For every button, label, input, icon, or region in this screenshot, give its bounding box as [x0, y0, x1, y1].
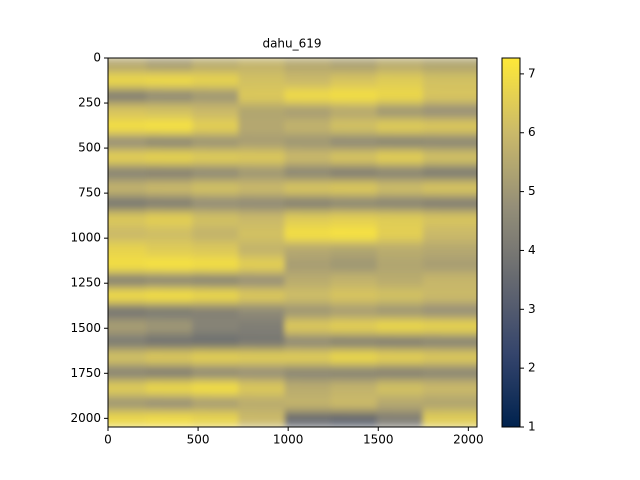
heatmap-cell	[422, 103, 477, 120]
heatmap-cell	[422, 119, 477, 136]
y-tick-label: 250	[78, 96, 101, 110]
heatmap-cell	[422, 226, 477, 243]
heatmap-cell	[422, 134, 477, 151]
colorbar	[501, 57, 521, 428]
heatmap-cell	[422, 257, 477, 274]
x-tick-label: 0	[104, 433, 112, 447]
heatmap-cell	[422, 272, 477, 290]
colorbar-tick-label: 5	[528, 184, 536, 198]
heatmap-cell	[422, 288, 477, 305]
y-tick-label: 1000	[70, 231, 101, 245]
heatmap-cell	[422, 88, 477, 105]
heatmap-cell	[422, 395, 477, 413]
y-tick-label: 500	[78, 141, 101, 155]
x-tick-label: 500	[187, 433, 210, 447]
colorbar-tick-label: 4	[528, 243, 536, 257]
colorbar-tick-label: 7	[528, 66, 536, 80]
heatmap-cell	[422, 303, 477, 320]
x-tick-label: 1000	[273, 433, 304, 447]
x-tick-label: 1500	[363, 433, 394, 447]
heatmap-cell	[422, 180, 477, 197]
heatmap-cells	[108, 58, 477, 427]
x-tick-label: 2000	[453, 433, 484, 447]
heatmap-cell	[422, 411, 477, 427]
y-tick-label: 2000	[70, 411, 101, 425]
y-tick-label: 750	[78, 186, 101, 200]
heatmap-cell	[422, 380, 477, 397]
y-tick-label: 0	[93, 51, 101, 65]
colorbar-tick-label: 1	[528, 420, 536, 434]
heatmap-cell	[422, 58, 477, 74]
y-tick-label: 1500	[70, 321, 101, 335]
heatmap-cell	[422, 72, 477, 90]
heatmap-cell	[422, 334, 477, 351]
heatmap-cell	[422, 242, 477, 259]
chart-title: dahu_619	[262, 37, 321, 51]
colorbar-tick-label: 2	[528, 361, 536, 375]
y-tick-label: 1750	[70, 366, 101, 380]
y-tick-label: 1250	[70, 276, 101, 290]
colorbar-tick-label: 6	[528, 125, 536, 139]
heatmap-cell	[422, 195, 477, 213]
heatmap-cell	[422, 365, 477, 382]
heatmap-cell	[422, 211, 477, 228]
colorbar-tick-label: 3	[528, 302, 536, 316]
heatmap-cell	[422, 165, 477, 182]
axes-frame	[107, 57, 478, 428]
heatmap-image	[108, 58, 477, 427]
heatmap-cell	[422, 318, 477, 336]
heatmap-cell	[422, 149, 477, 167]
heatmap-cell	[422, 349, 477, 366]
